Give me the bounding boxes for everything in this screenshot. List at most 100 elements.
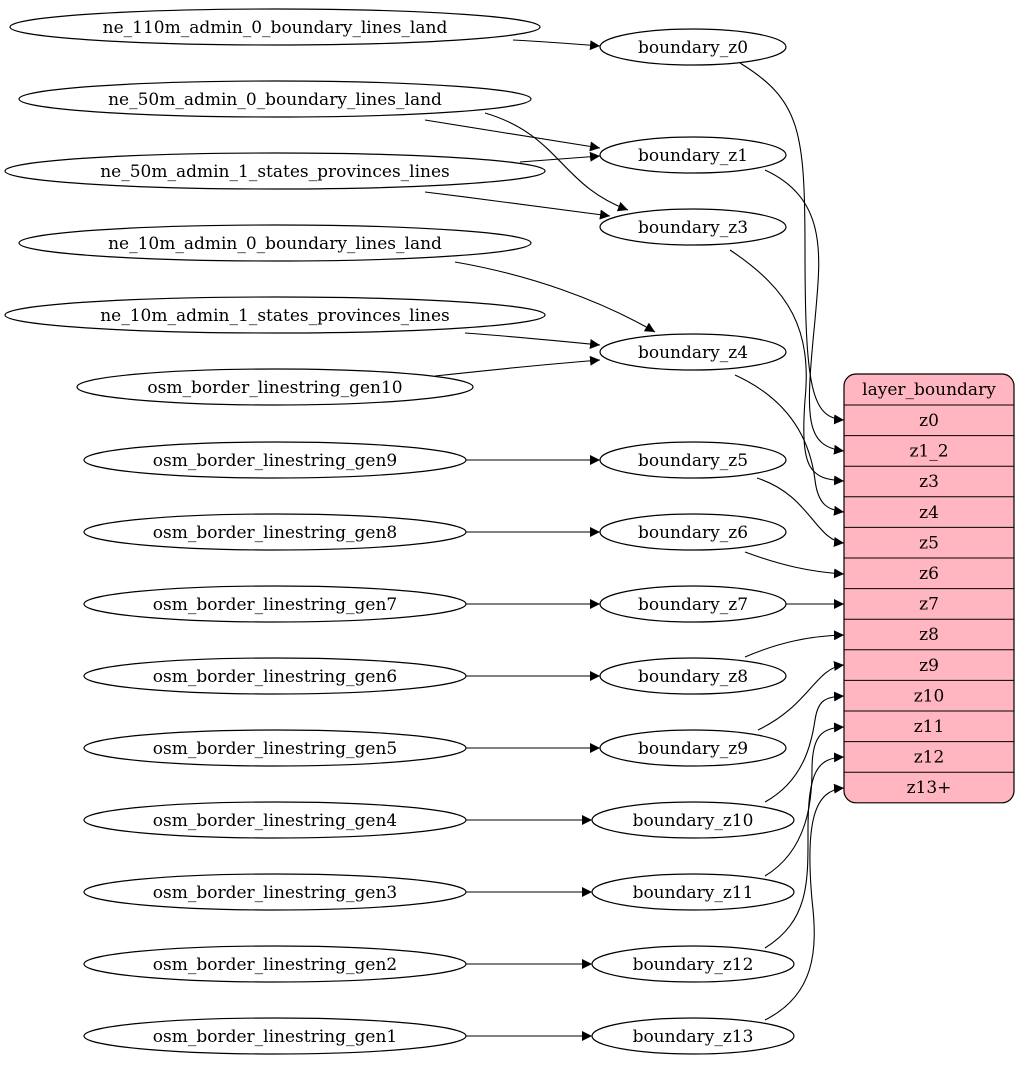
record-field-z11: z11 [914,717,945,737]
edge [464,332,601,349]
source-node[interactable]: osm_border_linestring_gen4 [83,801,467,839]
boundary-node[interactable]: boundary_z1 [599,136,787,174]
record-field-z9: z9 [919,656,939,676]
boundary-node[interactable]: boundary_z4 [599,333,787,371]
node-label: boundary_z1 [638,146,748,166]
boundary-node[interactable]: boundary_z10 [591,801,795,839]
source-node[interactable]: osm_border_linestring_gen2 [83,945,467,983]
node-ellipse [4,296,546,334]
record-field-z7: z7 [919,595,939,615]
edge [434,355,601,377]
node-ellipse [591,1017,795,1055]
record-field-z10: z10 [914,686,945,706]
node-ellipse [599,136,787,174]
boundary-node[interactable]: boundary_z12 [591,945,795,983]
node-ellipse [83,513,467,551]
edge [757,661,845,731]
edge [756,477,845,547]
node-ellipse [83,585,467,623]
node-ellipse [83,729,467,767]
node-ellipse [18,224,532,262]
source-node[interactable]: osm_border_linestring_gen8 [83,513,467,551]
record-field-z6: z6 [919,564,939,584]
source-node[interactable]: osm_border_linestring_gen3 [83,873,467,911]
node-label: osm_border_linestring_gen6 [153,667,397,687]
edge [512,39,601,51]
node-label: boundary_z6 [638,523,748,543]
source-node[interactable]: osm_border_linestring_gen1 [83,1017,467,1055]
node-ellipse [599,441,787,479]
layer-boundary-record[interactable]: layer_boundary z0 z1_2 z3 z4 z5 z6 z7 z8 z9 z10 z11… [843,373,1015,804]
nodes: ne_110m_admin_0_boundary_lines_land ne_50… [4,8,1015,1055]
source-node[interactable]: ne_50m_admin_1_states_provinces_lines [4,152,546,190]
node-ellipse [591,873,795,911]
node-ellipse [599,208,787,246]
node-label: boundary_z13 [633,1027,754,1047]
edge [764,752,845,949]
node-label: ne_10m_admin_1_states_provinces_lines [100,306,450,326]
boundary-node[interactable]: boundary_z6 [599,513,787,551]
boundary-node[interactable]: boundary_z5 [599,441,787,479]
source-node[interactable]: ne_10m_admin_0_boundary_lines_land [18,224,532,262]
node-label: boundary_z12 [633,955,754,975]
node-label: boundary_z9 [638,739,748,759]
boundary-node[interactable]: boundary_z11 [591,873,795,911]
edge [424,119,601,152]
node-ellipse [591,945,795,983]
node-label: boundary_z7 [638,595,748,615]
source-node[interactable]: ne_50m_admin_0_boundary_lines_land [18,80,532,118]
source-node[interactable]: osm_border_linestring_gen9 [83,441,467,479]
node-label: osm_border_linestring_gen4 [153,811,397,831]
record-field-z3: z3 [919,472,939,492]
node-ellipse [83,945,467,983]
edge [764,783,845,1021]
boundary-node[interactable]: boundary_z3 [599,208,787,246]
node-label: osm_border_linestring_gen8 [153,523,397,543]
node-label: boundary_z10 [633,811,754,831]
node-label: boundary_z0 [638,38,748,58]
node-label: osm_border_linestring_gen9 [153,451,397,471]
node-ellipse [599,585,787,623]
source-node[interactable]: ne_110m_admin_0_boundary_lines_land [9,8,541,46]
source-node[interactable]: osm_border_linestring_gen6 [83,657,467,695]
node-label: osm_border_linestring_gen5 [153,739,397,759]
source-node[interactable]: osm_border_linestring_gen7 [83,585,467,623]
record-field-z4: z4 [919,503,939,523]
node-label: osm_border_linestring_gen10 [147,378,402,398]
edge [519,151,601,163]
source-node[interactable]: osm_border_linestring_gen10 [76,368,474,406]
node-ellipse [591,801,795,839]
record-field-z13+: z13+ [907,778,952,798]
source-node[interactable]: ne_10m_admin_1_states_provinces_lines [4,296,546,334]
node-label: osm_border_linestring_gen1 [153,1027,397,1047]
node-ellipse [9,8,541,46]
edge [764,691,845,803]
node-ellipse [599,28,787,66]
node-label: osm_border_linestring_gen7 [153,595,397,615]
node-ellipse [83,801,467,839]
node-label: ne_10m_admin_0_boundary_lines_land [108,234,442,254]
edge [484,112,629,212]
boundary-node[interactable]: boundary_z9 [599,729,787,767]
node-ellipse [599,513,787,551]
edge [424,191,611,220]
record-title: layer_boundary [862,380,996,400]
source-node[interactable]: osm_border_linestring_gen5 [83,729,467,767]
record-field-z1_2: z1_2 [909,442,948,462]
node-ellipse [4,152,546,190]
boundary-node[interactable]: boundary_z8 [599,657,787,695]
edge [744,630,845,658]
node-label: boundary_z8 [638,667,748,687]
node-label: boundary_z3 [638,218,748,238]
node-label: boundary_z5 [638,451,748,471]
boundary-node[interactable]: boundary_z0 [599,28,787,66]
boundary-node[interactable]: boundary_z13 [591,1017,795,1055]
node-label: ne_50m_admin_1_states_provinces_lines [100,162,450,182]
edges [424,39,845,1041]
edge [744,551,845,579]
node-label: boundary_z4 [638,343,748,363]
node-label: ne_50m_admin_0_boundary_lines_land [108,90,442,110]
node-ellipse [83,441,467,479]
boundary-node[interactable]: boundary_z7 [599,585,787,623]
